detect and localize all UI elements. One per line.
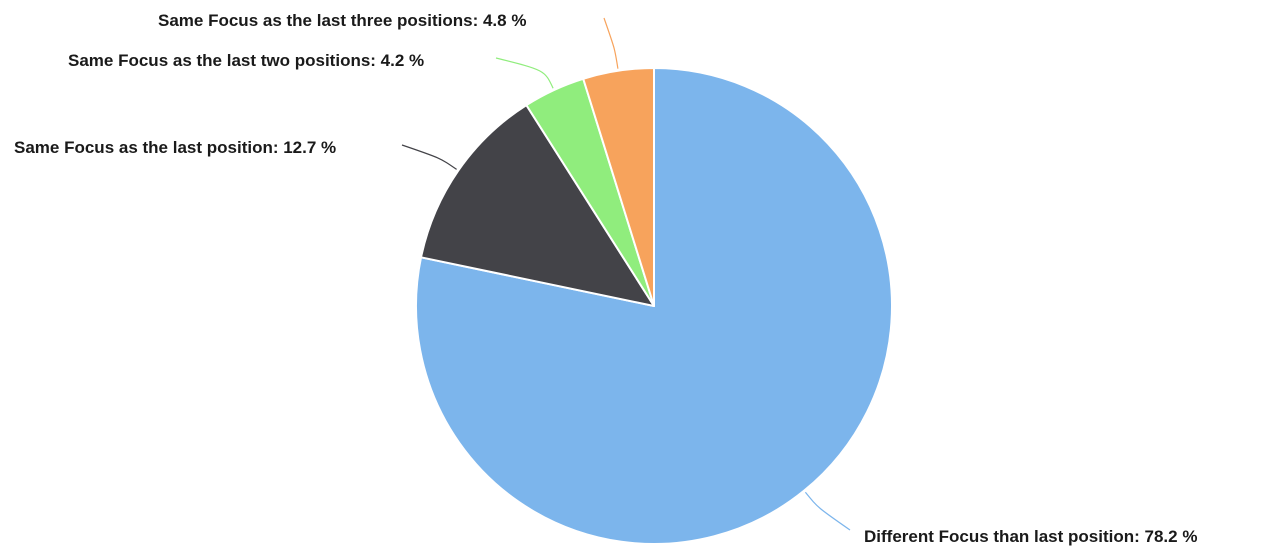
label-same-focus-last: Same Focus as the last position: 12.7 %: [14, 138, 336, 157]
data-labels: Different Focus than last position: 78.2…: [14, 11, 1197, 546]
label-different-focus: Different Focus than last position: 78.2…: [864, 527, 1197, 546]
connector-different-focus: [804, 491, 851, 531]
connector-same-focus-last-three: [603, 17, 619, 69]
label-connectors: [401, 17, 851, 531]
slice-same-focus-last[interactable]: [420, 104, 655, 307]
connector-same-focus-last-two: [495, 57, 554, 89]
connector-same-focus-last: [401, 144, 457, 170]
label-same-focus-last-two: Same Focus as the last two positions: 4.…: [68, 51, 424, 70]
pie-slices: [415, 67, 893, 545]
slice-different-focus[interactable]: [415, 67, 893, 545]
label-same-focus-last-three: Same Focus as the last three positions: …: [158, 11, 526, 30]
slice-same-focus-last-three[interactable]: [582, 67, 655, 307]
